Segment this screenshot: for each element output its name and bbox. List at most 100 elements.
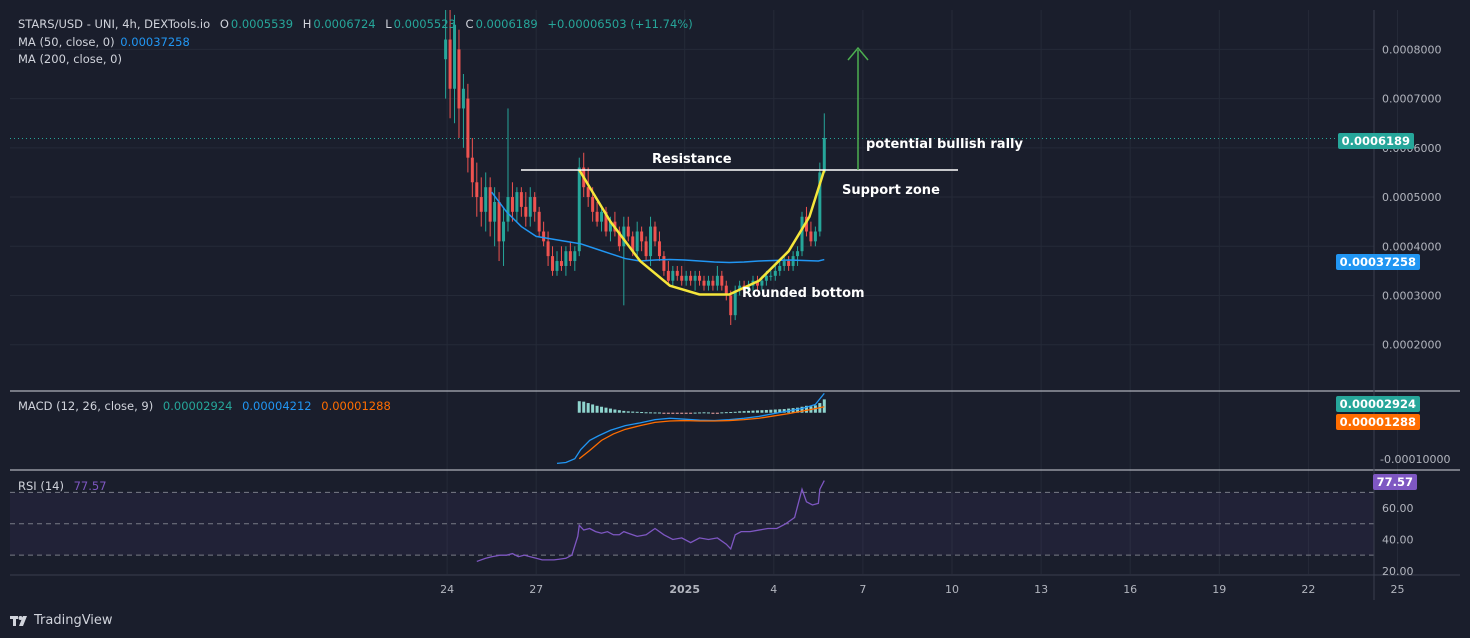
x-tick-label: 7 — [859, 583, 866, 596]
rsi-band — [10, 492, 1374, 556]
support-annotation[interactable]: Support zone — [842, 183, 940, 198]
macd-histogram-bar — [640, 412, 644, 414]
candle — [822, 113, 826, 173]
price-tick-label: 0.0004000 — [1382, 240, 1442, 253]
price-tick-label: 0.0005000 — [1382, 191, 1442, 204]
last-price-label: 0.0006189 — [1337, 133, 1414, 149]
rsi-tick-label: 60.00 — [1382, 502, 1414, 515]
macd-histogram-bar — [764, 409, 768, 413]
candle — [689, 270, 693, 286]
macd-histogram-bar — [644, 412, 648, 414]
candle — [787, 256, 791, 271]
candle — [644, 236, 648, 262]
macd-histogram-bar — [600, 406, 604, 413]
candle — [818, 162, 822, 237]
macd-histogram-bar — [702, 412, 706, 414]
ma50-price-label: 0.00037258 — [1335, 254, 1420, 270]
candle — [729, 290, 733, 326]
macd-signal-line[interactable] — [578, 406, 825, 460]
rsi-label: RSI (14) — [18, 479, 64, 493]
macd-histogram-bar — [698, 412, 702, 414]
candle — [479, 177, 483, 227]
x-tick-label: 16 — [1123, 583, 1137, 596]
macd-legend[interactable]: MACD (12, 26, close, 9) 0.00002924 0.000… — [18, 399, 393, 413]
macd-histogram-bar — [689, 412, 693, 414]
macd-histogram-bar — [733, 411, 737, 413]
rsi-pane[interactable] — [10, 480, 1374, 563]
tradingview-logo-icon — [10, 615, 27, 626]
macd-line-value: 0.00004212 — [242, 399, 312, 413]
ma50-legend[interactable]: MA (50, close, 0) 0.00037258 — [18, 35, 192, 49]
macd-histogram-bar — [782, 409, 786, 413]
candle — [524, 192, 528, 227]
candle — [715, 265, 719, 291]
rounded-bottom-annotation[interactable]: Rounded bottom — [742, 286, 865, 301]
rounded-bottom-curve[interactable] — [578, 169, 826, 296]
candle — [666, 261, 670, 286]
macd-histogram-bar — [595, 405, 599, 413]
price-tick-label: 0.0003000 — [1382, 289, 1442, 302]
macd-histogram-bar — [796, 407, 800, 413]
candle — [537, 206, 541, 237]
candle — [675, 265, 679, 281]
price-tick-label: 0.0008000 — [1382, 43, 1442, 56]
candle — [568, 241, 572, 266]
resistance-annotation[interactable]: Resistance — [652, 152, 732, 167]
rally-annotation[interactable]: potential bullish rally — [866, 137, 1023, 152]
macd-hist-value: 0.00002924 — [162, 399, 233, 413]
candle — [564, 246, 568, 276]
macd-pane[interactable] — [556, 392, 826, 465]
candle — [559, 246, 563, 271]
candle — [680, 265, 684, 286]
candle — [502, 206, 506, 266]
brand-text: TradingView — [34, 613, 113, 628]
candle — [671, 265, 675, 286]
candle — [444, 10, 448, 99]
macd-hist-label: 0.00002924 — [1335, 396, 1420, 412]
macd-histogram-bar — [715, 412, 719, 414]
ma50-line[interactable] — [491, 191, 825, 264]
macd-histogram-bar — [675, 412, 679, 414]
candle — [551, 246, 555, 276]
rsi-tick-label: 40.00 — [1382, 533, 1414, 546]
price-pane[interactable] — [10, 10, 1374, 326]
x-tick-label: 25 — [1391, 583, 1405, 596]
price-tick-label: 0.0002000 — [1382, 339, 1442, 352]
macd-histogram-bar — [773, 409, 777, 413]
main-legend: STARS/USD - UNI, 4h, DEXTools.io O 0.0005… — [18, 17, 695, 31]
candle — [577, 157, 581, 257]
x-tick-label: 24 — [440, 583, 454, 596]
macd-histogram-bar — [608, 408, 612, 413]
macd-histogram-bar — [604, 407, 608, 413]
legend-symbol: STARS/USD - UNI, 4h, DEXTools.io — [18, 17, 211, 31]
legend-close-label: C — [465, 17, 474, 31]
ma200-legend[interactable]: MA (200, close, 0) — [18, 52, 124, 66]
candle — [461, 73, 465, 148]
x-tick-label: 27 — [529, 583, 543, 596]
legend-low-value: 0.0005523 — [393, 17, 456, 31]
tradingview-brand[interactable]: TradingView — [10, 613, 113, 628]
macd-histogram-bar — [680, 412, 684, 414]
candle — [488, 177, 492, 237]
macd-histogram-bar — [586, 403, 590, 413]
candle — [711, 275, 715, 291]
rsi-tick-label: 20.00 — [1382, 565, 1414, 578]
candle — [528, 187, 532, 227]
candle — [724, 280, 728, 301]
candle — [796, 246, 800, 266]
price-tick-label: 0.0007000 — [1382, 93, 1442, 106]
candle — [546, 231, 550, 266]
candle — [738, 280, 742, 296]
legend-high-label: H — [302, 17, 312, 31]
rsi-legend[interactable]: RSI (14) 77.57 — [18, 479, 109, 493]
candle — [604, 206, 608, 237]
bullish-arrow[interactable] — [847, 46, 869, 170]
macd-signal-value: 0.00001288 — [321, 399, 391, 413]
rsi-line[interactable] — [476, 480, 825, 563]
macd-line[interactable] — [556, 392, 825, 465]
macd-histogram-bar — [778, 409, 782, 413]
drawings[interactable] — [521, 46, 958, 296]
candle — [782, 256, 786, 271]
legend-close-value: 0.0006189 — [475, 17, 538, 31]
